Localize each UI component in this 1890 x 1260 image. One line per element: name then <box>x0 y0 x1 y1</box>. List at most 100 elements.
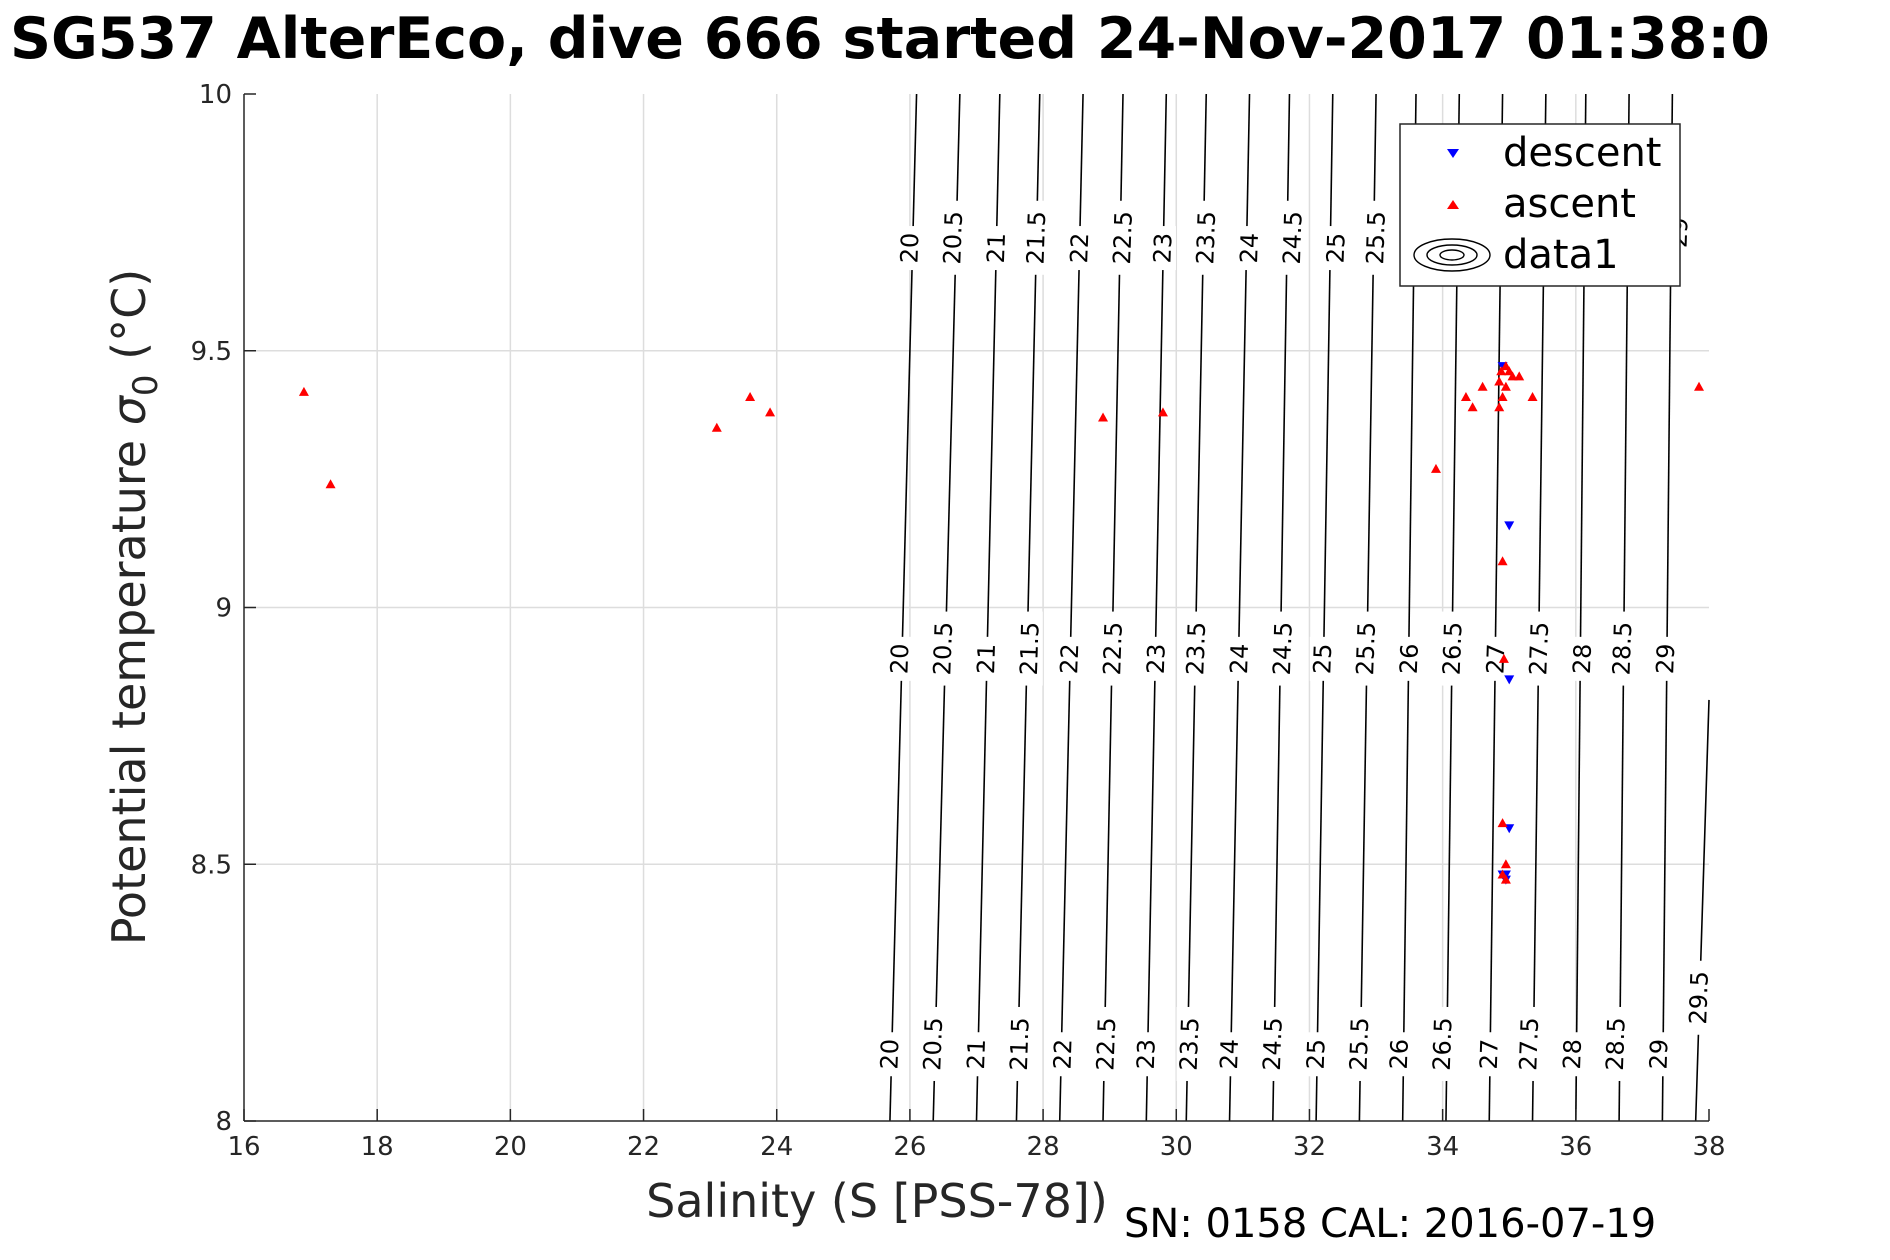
density-contour-labels: 20 20.5 21 21.5 22 22.5 23 23.5 24 24.5 25 25.5 26 26… <box>875 200 1714 1081</box>
density-contour-label-gap <box>1303 1032 1330 1077</box>
density-contour-label-gap <box>1056 636 1083 681</box>
x-tick-label: 28 <box>1027 1132 1060 1162</box>
ascent-point <box>1694 381 1705 391</box>
y-tick-label: 9 <box>215 594 232 624</box>
density-contour-label: 20.5 <box>938 211 968 265</box>
legend-ascent-label: ascent <box>1503 181 1636 227</box>
density-contour-label: 26.5 <box>1428 1017 1458 1071</box>
y-tick-label: 8.5 <box>191 850 232 880</box>
density-contour-label-gap <box>1176 1006 1203 1081</box>
density-contour-label: 21 <box>982 232 1011 264</box>
density-contour-label-gap <box>1216 1032 1243 1077</box>
density-contour-label: 23.5 <box>1175 1017 1205 1071</box>
x-tick-label: 34 <box>1426 1132 1459 1162</box>
density-contour-label: 28.5 <box>1601 1017 1631 1071</box>
density-contour-label-gap <box>1309 636 1336 681</box>
ascent-point <box>325 479 336 489</box>
density-contour-label: 22.5 <box>1091 1017 1121 1071</box>
density-contour-label: 28 <box>1558 1038 1587 1070</box>
ascent-point <box>1527 391 1538 401</box>
x-tick-label: 36 <box>1559 1132 1592 1162</box>
footer-serial-calibration: SN: 0158 CAL: 2016-07-19 <box>1124 1201 1656 1247</box>
density-contour-label-gap <box>1609 611 1636 686</box>
density-contour-label-gap <box>1259 1006 1286 1081</box>
descent-point <box>1504 675 1515 685</box>
chart-title: SG537 AlterEco, dive 666 started 24-Nov-… <box>10 6 1770 72</box>
density-contour-label: 27.5 <box>1524 621 1554 675</box>
density-contour-label-gap <box>1110 200 1136 275</box>
ascent-point <box>1500 381 1511 391</box>
ascent-point <box>1494 402 1505 412</box>
density-contour-label-gap <box>1269 611 1296 686</box>
x-tick-label: 30 <box>1160 1132 1193 1162</box>
density-contour-label: 25 <box>1302 1038 1331 1070</box>
density-contour-label: 27 <box>1475 1038 1504 1070</box>
density-contour-label-gap <box>1016 611 1043 686</box>
ascent-point <box>1496 366 1507 376</box>
density-contour-label-gap <box>1602 1006 1629 1081</box>
ascent-point <box>298 386 309 396</box>
density-contour-label: 23 <box>1142 643 1171 675</box>
ascent-point <box>1507 371 1518 381</box>
y-axis-label-unit: (°C) <box>102 269 156 375</box>
density-contour-label: 22 <box>1049 1038 1078 1070</box>
density-contour-label-gap <box>930 611 957 686</box>
density-contour-label: 22 <box>1055 643 1084 675</box>
density-contour-label: 25.5 <box>1361 211 1391 265</box>
density-contour-label-gap <box>1100 611 1127 686</box>
ascent-point <box>1157 407 1168 417</box>
density-contour-label-gap <box>1346 1006 1373 1081</box>
density-contour-label-gap <box>1429 1006 1456 1081</box>
density-contour-label: 29.5 <box>1684 971 1714 1025</box>
density-contour-label: 28.5 <box>1608 621 1638 675</box>
ascent-point <box>1497 391 1508 401</box>
x-tick-label: 26 <box>893 1132 926 1162</box>
y-tick-label: 8 <box>215 1107 232 1137</box>
ascent-point <box>1467 402 1478 412</box>
legend-contour-ring-middle <box>1426 244 1478 266</box>
x-tick-label: 22 <box>627 1132 660 1162</box>
ascent-point <box>1500 874 1511 884</box>
density-contour-label: 21.5 <box>1015 621 1045 675</box>
density-contour-label: 23.5 <box>1181 621 1211 675</box>
density-contour-label-gap <box>1559 1032 1586 1077</box>
density-contour-label: 26.5 <box>1438 621 1468 675</box>
y-tick-label: 10 <box>199 80 232 110</box>
density-contour-label-gap <box>1569 636 1596 681</box>
density-contour-label-gap <box>1686 960 1713 1035</box>
ascent-point <box>1500 859 1511 869</box>
ascent-point <box>1098 412 1109 422</box>
density-contour-label: 21 <box>972 643 1001 675</box>
density-contour-label-gap <box>1323 226 1350 271</box>
x-tick-label: 20 <box>494 1132 527 1162</box>
legend-contour-ring-outer <box>1413 238 1491 272</box>
density-contour-label-gap <box>896 226 923 271</box>
density-contour-label: 20 <box>875 1038 904 1070</box>
density-contour-label-gap <box>1226 636 1253 681</box>
density-contour-label: 25 <box>1322 232 1351 264</box>
density-contour-label-gap <box>1133 1032 1160 1077</box>
ascent-point <box>1430 463 1441 473</box>
ascent-point <box>1477 381 1488 391</box>
density-contour-label: 26 <box>1385 1038 1414 1070</box>
ascent-point <box>1497 556 1508 566</box>
density-contour-label-gap <box>1353 611 1380 686</box>
x-tick-label: 38 <box>1692 1132 1725 1162</box>
density-contour-line <box>1694 699 1710 1122</box>
ascent-point <box>765 407 776 417</box>
density-contour-label-gap <box>1476 1032 1503 1077</box>
density-contour-label: 22.5 <box>1108 211 1138 265</box>
density-contour-label-gap <box>1279 200 1306 275</box>
density-contour-label-gap <box>983 226 1010 271</box>
legend-descent-marker <box>1447 149 1459 158</box>
x-axis-label: Salinity (S [PSS-78]) <box>646 1174 1108 1228</box>
y-axis-label-sigma: σ <box>102 394 156 425</box>
density-contour-label: 20.5 <box>928 621 958 675</box>
density-contour-label-gap <box>1526 611 1553 686</box>
ascent-point <box>1460 391 1471 401</box>
density-contour-label-gap <box>920 1006 947 1081</box>
x-axis-ticks: 16 18 20 22 24 26 28 30 32 34 36 38 <box>227 1109 1726 1162</box>
density-contour-label: 24 <box>1225 643 1254 675</box>
density-contour-label-gap <box>1652 636 1679 681</box>
